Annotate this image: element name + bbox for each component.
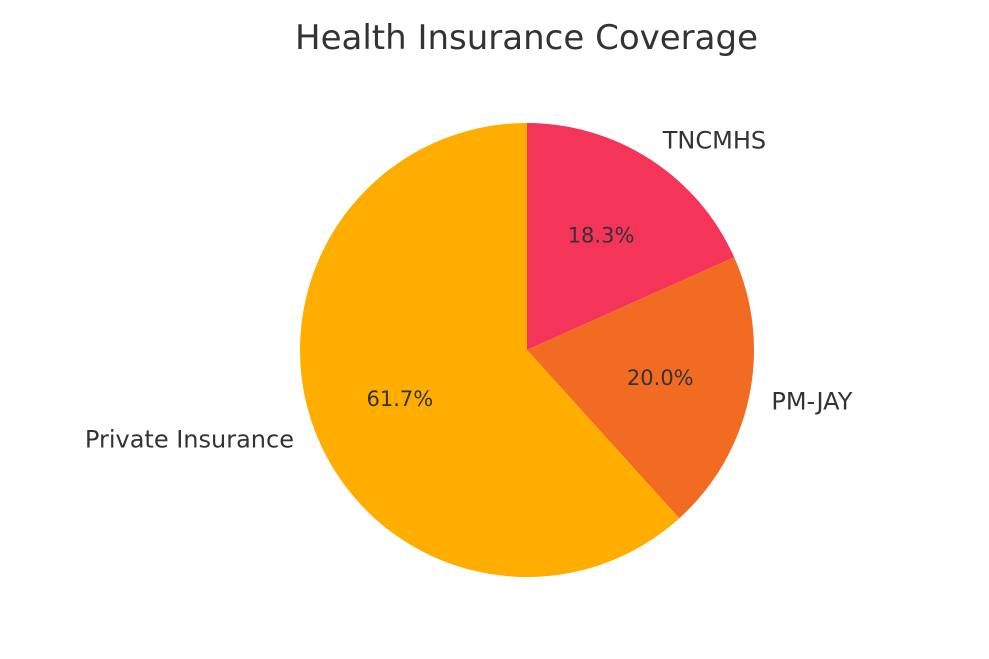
- slice-percent-tncmhs: 18.3%: [568, 224, 635, 248]
- slice-percent-private-insurance: 61.7%: [367, 387, 434, 411]
- chart-title: Health Insurance Coverage: [295, 18, 758, 58]
- slice-percent-pm-jay: 20.0%: [627, 366, 694, 390]
- slice-label-tncmhs: TNCMHS: [662, 126, 766, 154]
- pie-slice-pm-jay: [527, 257, 754, 519]
- pie-slice-private-insurance: [299, 123, 680, 577]
- slice-label-private-insurance: Private Insurance: [85, 426, 294, 454]
- slice-label-pm-jay: PM-JAY: [771, 387, 852, 415]
- pie-slice-tncmhs: [527, 123, 735, 350]
